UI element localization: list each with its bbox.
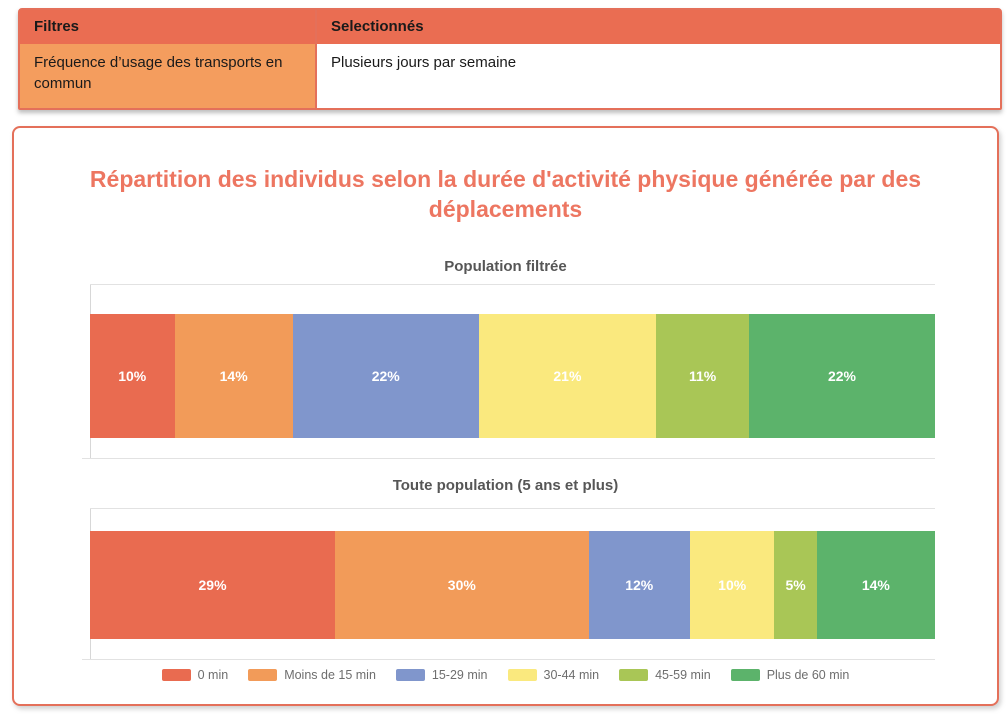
filters-table-header-filters: Filtres <box>20 10 315 44</box>
legend: 0 min Moins de 15 min 15-29 min 30-44 min 45… <box>14 668 997 682</box>
bar-segment-value: 22% <box>371 368 400 384</box>
bar-segment-value: 30% <box>447 577 476 593</box>
legend-label: 45-59 min <box>655 668 711 682</box>
bar-segment-45-59-min[interactable]: 11% <box>656 314 750 438</box>
legend-swatch <box>161 669 191 681</box>
legend-swatch <box>395 669 425 681</box>
legend-label: 30-44 min <box>543 668 600 682</box>
bar-segment-value: 14% <box>219 368 248 384</box>
bar-segment-plus-de-60-min[interactable]: 14% <box>816 531 935 639</box>
plot-area-filtered: 10% 14% 22% 21% 11% 22% <box>82 284 935 459</box>
bar-segment-value: 29% <box>198 577 227 593</box>
legend-label: 0 min <box>197 668 229 682</box>
chart-subtitle-total-population: Toute population (5 ans et plus) <box>392 477 619 494</box>
chart-panel: Répartition des individus selon la durée… <box>12 126 999 706</box>
bar-segment-30-44-min[interactable]: 21% <box>478 314 657 438</box>
bar-segment-value: 11% <box>688 368 717 384</box>
legend-label: Moins de 15 min <box>284 668 376 682</box>
bar-segment-30-44-min[interactable]: 10% <box>689 531 775 639</box>
bar-segment-value: 21% <box>553 368 582 384</box>
bar-segment-15-29-min[interactable]: 22% <box>292 314 479 438</box>
legend-item-15-29-min[interactable]: 15-29 min <box>395 668 488 682</box>
legend-label: 15-29 min <box>431 668 488 682</box>
legend-swatch <box>248 669 278 681</box>
bar-segment-0-min[interactable]: 29% <box>90 531 336 639</box>
bar-segment-45-59-min[interactable]: 5% <box>774 531 817 639</box>
bar-segment-value: 5% <box>785 577 806 593</box>
legend-item-moins-de-15-min[interactable]: Moins de 15 min <box>248 668 376 682</box>
bar-segment-plus-de-60-min[interactable]: 22% <box>749 314 935 438</box>
chart-title: Répartition des individus selon la durée… <box>89 166 922 222</box>
legend-item-0-min[interactable]: 0 min <box>161 668 229 682</box>
plot-area-total: 29% 30% 12% 10% 5% 14% <box>82 508 935 660</box>
bar-segment-value: 10% <box>718 577 747 593</box>
filters-table: Filtres Selectionnés Fréquence d’usage d… <box>18 8 1002 110</box>
legend-swatch <box>619 669 649 681</box>
legend-swatch <box>730 669 760 681</box>
bar-segment-value: 22% <box>827 368 857 384</box>
bar-segment-moins-de-15-min[interactable]: 30% <box>335 531 589 639</box>
stacked-bar-filtered: 10% 14% 22% 21% 11% 22% <box>90 314 935 438</box>
bar-segment-0-min[interactable]: 10% <box>90 314 175 438</box>
bar-segment-value: 10% <box>118 368 147 384</box>
filter-name-cell: Fréquence d’usage des transports en comm… <box>20 44 315 108</box>
bar-segment-value: 14% <box>861 577 890 593</box>
bar-segment-moins-de-15-min[interactable]: 14% <box>174 314 293 438</box>
chart-subtitle-filtered-population: Population filtrée <box>444 258 567 275</box>
legend-item-45-59-min[interactable]: 45-59 min <box>619 668 711 682</box>
legend-label: Plus de 60 min <box>766 668 850 682</box>
legend-swatch <box>507 669 537 681</box>
bar-segment-15-29-min[interactable]: 12% <box>588 531 690 639</box>
legend-item-plus-de-60-min[interactable]: Plus de 60 min <box>730 668 850 682</box>
stacked-bar-total: 29% 30% 12% 10% 5% 14% <box>90 531 935 639</box>
filters-table-header-selected: Selectionnés <box>315 10 1000 44</box>
bar-segment-value: 12% <box>625 577 654 593</box>
legend-item-30-44-min[interactable]: 30-44 min <box>507 668 600 682</box>
filter-selected-value-cell: Plusieurs jours par semaine <box>315 44 1000 108</box>
